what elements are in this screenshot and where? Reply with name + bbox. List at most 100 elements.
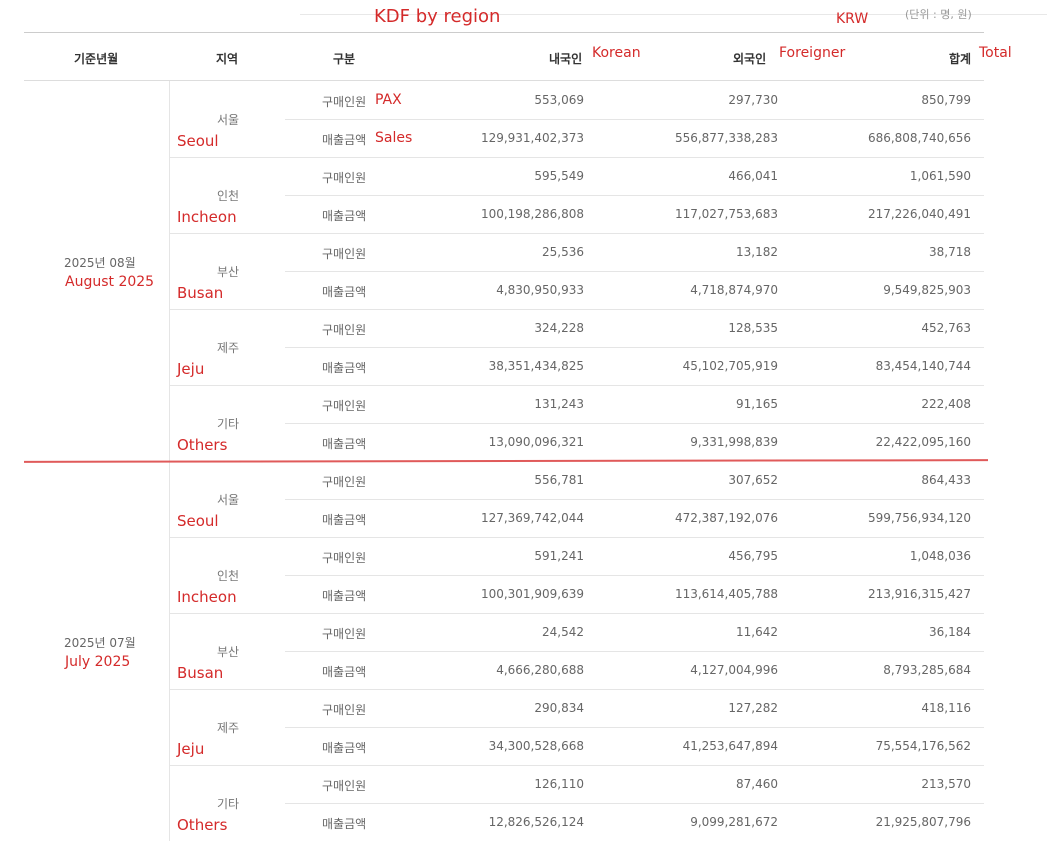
category-label: 매출금액 [322,285,367,299]
value-foreigner: 456,795 [728,549,778,563]
value-total: 213,916,315,427 [867,587,971,601]
value-foreigner: 307,652 [728,473,778,487]
row-border [285,119,984,120]
value-total: 864,433 [921,473,971,487]
value-korean: 595,549 [534,169,584,183]
category-label: 매출금액 [322,513,367,527]
annotation-total: Total [979,45,1012,61]
row-border [285,651,984,652]
value-total: 83,454,140,744 [875,359,971,373]
row-border [285,803,984,804]
header-foreigner: 외국인 [733,52,767,66]
row-border [285,499,984,500]
annotation-period: August 2025 [65,274,155,290]
annotation-region: Busan [177,664,224,682]
annotation-sales: Sales [375,130,413,146]
row-border [285,575,984,576]
value-korean: 556,781 [534,473,584,487]
value-korean: 38,351,434,825 [488,359,584,373]
annotation-korean: Korean [592,45,641,61]
value-total: 21,925,807,796 [875,815,971,829]
value-korean: 4,830,950,933 [496,283,584,297]
row-border [285,271,984,272]
value-korean: 24,542 [542,625,584,639]
value-foreigner: 127,282 [728,701,778,715]
category-label: 매출금액 [322,817,367,831]
value-total: 599,756,934,120 [867,511,971,525]
value-total: 22,422,095,160 [875,435,971,449]
value-total: 452,763 [921,321,971,335]
value-korean: 553,069 [534,93,584,107]
category-label: 구매인원 [322,95,367,109]
value-korean: 25,536 [542,245,584,259]
period-label: 2025년 08월 [64,256,136,270]
header-region: 지역 [216,52,239,66]
value-korean: 100,198,286,808 [480,207,584,221]
header-korean: 내국인 [549,52,583,66]
region-border [170,309,984,310]
unit-note: (단위 : 명, 원) [905,8,972,21]
row-border [285,727,984,728]
value-foreigner: 45,102,705,919 [682,359,778,373]
value-total: 9,549,825,903 [883,283,971,297]
value-foreigner: 91,165 [736,397,778,411]
value-korean: 290,834 [534,701,584,715]
region-name: 서울 [217,493,240,507]
region-column-border [169,461,170,841]
category-label: 매출금액 [322,741,367,755]
annotation-period: July 2025 [65,654,131,670]
region-name: 인천 [217,569,240,583]
value-total: 1,048,036 [909,549,971,563]
period-label: 2025년 07월 [64,636,136,650]
value-korean: 129,931,402,373 [480,131,584,145]
annotation-currency: KRW [836,11,869,27]
annotation-title: KDF by region [374,6,501,27]
value-foreigner: 472,387,192,076 [674,511,778,525]
value-foreigner: 9,099,281,672 [690,815,778,829]
table-top-border [24,32,984,33]
header-total: 합계 [949,52,972,66]
category-label: 매출금액 [322,209,367,223]
value-korean: 324,228 [534,321,584,335]
value-korean: 13,090,096,321 [488,435,584,449]
region-name: 서울 [217,113,240,127]
annotation-region: Others [177,436,228,454]
value-foreigner: 466,041 [728,169,778,183]
header-bottom-border [24,80,984,81]
category-label: 구매인원 [322,399,367,413]
region-name: 부산 [217,645,240,659]
value-foreigner: 13,182 [736,245,778,259]
header-category: 구분 [333,52,356,66]
value-foreigner: 41,253,647,894 [682,739,778,753]
value-foreigner: 556,877,338,283 [674,131,778,145]
annotation-region: Incheon [177,208,237,226]
category-label: 매출금액 [322,665,367,679]
value-total: 418,116 [921,701,971,715]
value-korean: 591,241 [534,549,584,563]
value-foreigner: 9,331,998,839 [690,435,778,449]
region-name: 기타 [217,797,240,811]
region-name: 제주 [217,721,240,735]
annotation-pax: PAX [375,92,402,108]
category-label: 구매인원 [322,779,367,793]
value-korean: 34,300,528,668 [488,739,584,753]
value-korean: 127,369,742,044 [480,511,584,525]
category-label: 매출금액 [322,133,367,147]
value-korean: 12,826,526,124 [488,815,584,829]
category-label: 구매인원 [322,475,367,489]
value-foreigner: 113,614,405,788 [674,587,778,601]
region-border [170,233,984,234]
annotation-foreigner: Foreigner [779,45,846,61]
region-column-border [169,81,170,461]
value-korean: 4,666,280,688 [496,663,584,677]
region-border [170,613,984,614]
header-period: 기준년월 [74,52,119,66]
value-total: 850,799 [921,93,971,107]
value-foreigner: 11,642 [736,625,778,639]
region-name: 부산 [217,265,240,279]
category-label: 구매인원 [322,703,367,717]
value-foreigner: 87,460 [736,777,778,791]
region-name: 제주 [217,341,240,355]
value-korean: 131,243 [534,397,584,411]
value-total: 38,718 [929,245,971,259]
